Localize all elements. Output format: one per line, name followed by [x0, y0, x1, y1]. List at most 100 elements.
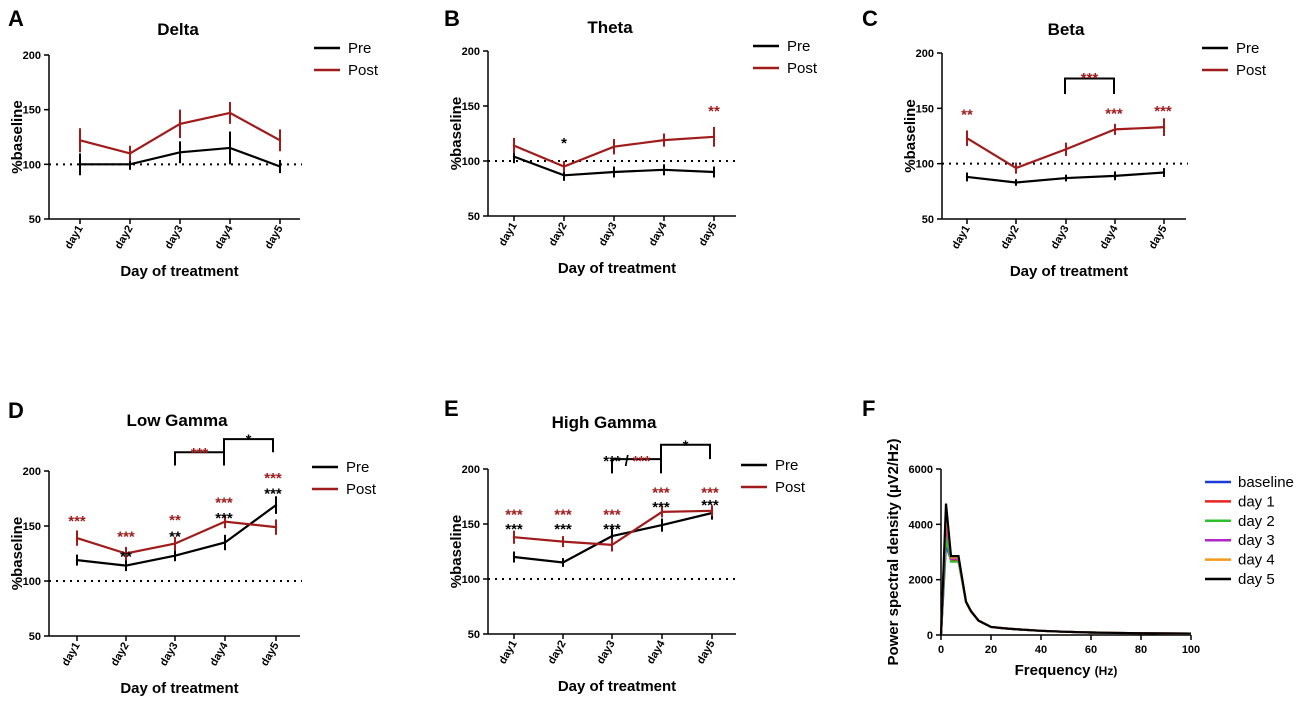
x-tick-label: day1 — [497, 221, 520, 249]
legend-label: day 5 — [1238, 571, 1275, 588]
spectrum-line-day-5 — [939, 503, 1192, 636]
data-point — [75, 558, 79, 562]
data-point — [1113, 174, 1117, 178]
panel-letter: F — [862, 396, 875, 421]
significance-bracket — [1064, 77, 1115, 94]
y-tick-label: 2000 — [909, 575, 933, 587]
x-tick-label: day2 — [999, 224, 1022, 252]
significance-marker: *** — [264, 470, 282, 487]
y-tick-label: 100 — [23, 159, 41, 171]
x-tick-label: 60 — [1085, 644, 1097, 656]
y-tick-label: 200 — [23, 466, 41, 478]
y-tick-label: 150 — [462, 519, 480, 531]
y-tick-label: 50 — [468, 211, 480, 223]
x-tick-label: day4 — [208, 640, 231, 668]
significance-marker: *** — [701, 485, 719, 502]
panel-letter: E — [444, 396, 459, 421]
y-tick-label: 200 — [23, 50, 41, 62]
significance-marker: *** — [215, 510, 233, 527]
y-axis-label: %baseline — [448, 97, 465, 170]
data-point — [710, 509, 714, 512]
panel-d: D Low Gamma 50 100 150 200 day1 day2 day3 day4 day… — [8, 398, 377, 697]
y-axis-label: %baseline — [9, 517, 26, 590]
legend: baseline day 1 day 2 day 3 day 4 day 5 — [1205, 474, 1294, 588]
x-tick-label: day3 — [163, 224, 186, 252]
panel-f: F 0 2000 4000 6000 0 20 40 60 80 100 Frequency (Hz)… — [862, 396, 1294, 679]
data-point — [512, 144, 516, 147]
significance-marker: *** — [1105, 105, 1123, 122]
data-point — [610, 543, 614, 547]
data-point — [124, 552, 128, 555]
x-tick-label: day4 — [645, 638, 668, 666]
data-point — [512, 155, 516, 158]
spectrum-line-day-4 — [939, 510, 1192, 636]
significance-marker: ** — [120, 548, 132, 565]
data-point — [561, 561, 565, 564]
x-tick-label: day2 — [547, 221, 570, 249]
y-tick-label: 50 — [922, 214, 934, 226]
panel-e: E High Gamma 50 100 150 200 day1 day2 day3 day4 da… — [444, 396, 806, 695]
data-point — [178, 122, 182, 126]
legend: Pre Post — [753, 38, 818, 77]
y-tick-label: 0 — [927, 630, 933, 642]
significance-marker: *** — [505, 521, 523, 538]
legend-label-post: Post — [1236, 62, 1267, 79]
significance-marker: *** — [701, 497, 719, 514]
x-tick-label: day4 — [647, 220, 670, 248]
y-tick-label: 150 — [462, 101, 480, 113]
x-tick-label: day3 — [158, 641, 181, 669]
y-tick-label: 100 — [916, 159, 934, 171]
data-point — [128, 152, 132, 155]
significance-marker: *** — [652, 485, 670, 502]
data-point — [1064, 148, 1068, 151]
data-point — [228, 146, 232, 150]
panel-a: A Delta 50 100 150 200 day1 day2 day3 day4 day5 Day… — [8, 6, 379, 280]
legend-label: day 2 — [1238, 513, 1275, 530]
significance-marker: *** — [554, 521, 572, 538]
data-point — [173, 542, 177, 545]
legend: Pre Post — [314, 40, 379, 79]
panel-letter: C — [862, 6, 878, 31]
x-tick-label: 40 — [1035, 644, 1047, 656]
legend-label-pre: Pre — [1236, 40, 1259, 57]
y-tick-label: 100 — [462, 156, 480, 168]
data-point — [562, 174, 566, 177]
y-tick-label: 4000 — [909, 519, 933, 531]
significance-marker: / — [625, 453, 630, 470]
data-point — [274, 525, 278, 529]
data-point — [1064, 176, 1068, 180]
data-point — [965, 137, 969, 140]
legend: Pre Post — [741, 457, 806, 496]
data-point — [660, 523, 664, 527]
significance-bracket — [611, 458, 662, 474]
x-tick-label: day3 — [1049, 224, 1072, 252]
data-point — [712, 170, 716, 174]
y-tick-label: 150 — [916, 103, 934, 115]
data-point — [1113, 128, 1117, 131]
spectrum-line-day-3 — [939, 518, 1192, 636]
x-tick-label: day2 — [546, 639, 569, 667]
panel-letter: B — [444, 6, 460, 31]
significance-marker: *** — [215, 494, 233, 511]
data-point — [223, 541, 227, 544]
significance-marker: *** — [603, 507, 621, 524]
legend-label-pre: Pre — [346, 459, 369, 476]
y-tick-label: 50 — [29, 631, 41, 643]
y-axis-label: %baseline — [448, 515, 465, 588]
data-point — [512, 536, 516, 539]
significance-marker: * — [561, 135, 567, 152]
legend-label-post: Post — [775, 479, 806, 496]
y-tick-label: 150 — [23, 105, 41, 117]
significance-marker: * — [683, 437, 689, 454]
data-point — [78, 163, 82, 166]
significance-marker: *** — [505, 507, 523, 524]
data-point — [612, 145, 616, 148]
chart-title: Delta — [157, 20, 199, 39]
x-tick-label: day4 — [213, 223, 236, 251]
x-tick-label: 100 — [1182, 644, 1200, 656]
legend-label: day 4 — [1238, 552, 1275, 569]
x-tick-label: day5 — [1147, 224, 1170, 252]
x-tick-label: day3 — [597, 221, 620, 249]
significance-marker: *** — [191, 445, 209, 462]
